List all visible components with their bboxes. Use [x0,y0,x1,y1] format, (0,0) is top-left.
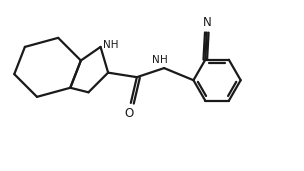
Text: N: N [152,55,160,65]
Text: H: H [160,55,168,65]
Text: NH: NH [103,40,119,50]
Text: N: N [202,16,211,29]
Text: O: O [125,107,134,120]
